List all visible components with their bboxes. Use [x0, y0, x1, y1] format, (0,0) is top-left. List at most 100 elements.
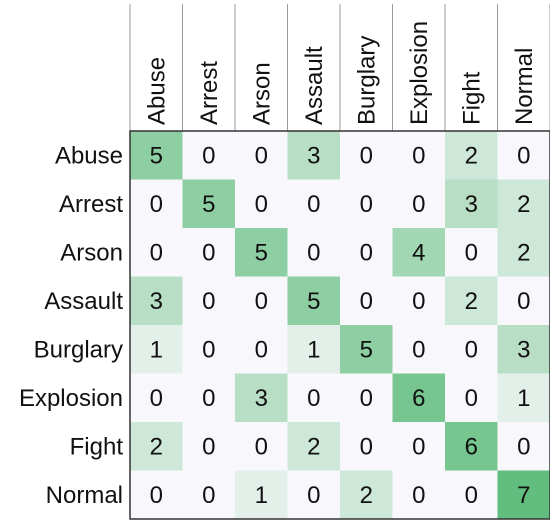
cell-abuse-explosion — [392, 131, 446, 180]
row-label-abuse: Abuse — [55, 142, 123, 169]
cell-arson-explosion — [392, 228, 446, 277]
cell-burglary-arson — [235, 325, 288, 374]
cell-value-arson-arson: 5 — [255, 239, 268, 266]
cell-abuse-burglary — [340, 131, 393, 180]
cell-value-abuse-normal: 0 — [517, 142, 530, 169]
cell-value-explosion-normal: 1 — [517, 385, 530, 412]
cell-value-arson-arrest: 0 — [202, 239, 215, 266]
cell-burglary-abuse — [130, 325, 183, 374]
column-label-arrest: Arrest — [196, 61, 223, 125]
cell-explosion-normal — [497, 373, 550, 423]
cell-explosion-fight — [445, 373, 498, 423]
cell-assault-arrest — [182, 276, 236, 326]
cell-value-assault-arson: 0 — [255, 288, 268, 315]
column-labels: Abuse Arrest Arson Assault Burglary Explosion… — [129, 4, 550, 131]
matrix-border — [129, 130, 550, 520]
cell-fight-explosion — [392, 422, 446, 471]
cell-abuse-assault — [287, 131, 341, 180]
cell-value-assault-explosion: 0 — [412, 288, 425, 315]
cell-value-normal-assault: 0 — [307, 482, 320, 509]
cell-arson-assault — [287, 228, 341, 277]
cell-value-arrest-abuse: 0 — [150, 191, 163, 218]
row-label-assault: Assault — [44, 288, 123, 315]
cell-assault-normal — [497, 276, 550, 326]
cell-value-arson-assault: 0 — [307, 239, 320, 266]
cell-arson-abuse — [130, 228, 183, 277]
cell-assault-explosion — [392, 276, 446, 326]
cell-value-arson-normal: 2 — [517, 239, 530, 266]
cell-value-normal-explosion: 0 — [412, 482, 425, 509]
cell-fight-abuse — [130, 422, 183, 471]
row-label-arson: Arson — [60, 239, 123, 266]
cell-assault-assault — [287, 276, 341, 326]
row-label-fight: Fight — [70, 433, 124, 460]
cell-value-fight-explosion: 0 — [412, 433, 425, 460]
cell-burglary-burglary — [340, 325, 393, 374]
cell-value-explosion-arson: 3 — [255, 385, 268, 412]
cell-value-abuse-arson: 0 — [255, 142, 268, 169]
cell-value-arrest-burglary: 0 — [360, 191, 373, 218]
cell-assault-burglary — [340, 276, 393, 326]
column-label-abuse: Abuse — [143, 57, 170, 125]
cell-burglary-assault — [287, 325, 341, 374]
cell-normal-burglary — [340, 470, 393, 520]
cell-abuse-normal — [497, 131, 550, 180]
cell-value-arrest-explosion: 0 — [412, 191, 425, 218]
cell-value-burglary-fight: 0 — [465, 336, 478, 363]
cell-value-abuse-explosion: 0 — [412, 142, 425, 169]
cell-value-assault-fight: 2 — [465, 288, 478, 315]
column-label-fight: Fight — [458, 71, 485, 125]
cell-burglary-fight — [445, 325, 498, 374]
cell-normal-arson — [235, 470, 288, 520]
cell-fight-arson — [235, 422, 288, 471]
cell-arson-normal — [497, 228, 550, 277]
cell-value-normal-arson: 1 — [255, 482, 268, 509]
cell-assault-arson — [235, 276, 288, 326]
cell-value-burglary-arrest: 0 — [202, 336, 215, 363]
cell-abuse-arson — [235, 131, 288, 180]
cell-explosion-explosion — [392, 373, 446, 423]
cell-value-explosion-fight: 0 — [465, 385, 478, 412]
cell-value-assault-assault: 5 — [307, 288, 320, 315]
cell-value-explosion-arrest: 0 — [202, 385, 215, 412]
cell-value-arson-fight: 0 — [465, 239, 478, 266]
cell-explosion-arson — [235, 373, 288, 423]
heatmap-cells: 5 0 0 3 0 0 2 0 0 5 0 0 0 0 3 2 0 0 5 0 0 4 0 2 3 0 0 5 0 0 2 0 1 0 0 1 5 0 0 3… — [130, 131, 550, 520]
cell-fight-arrest — [182, 422, 236, 471]
cell-arrest-assault — [287, 179, 341, 229]
cell-normal-normal — [497, 470, 550, 520]
cell-arson-arrest — [182, 228, 236, 277]
cell-value-arrest-fight: 3 — [465, 191, 478, 218]
cell-assault-abuse — [130, 276, 183, 326]
cell-value-abuse-assault: 3 — [307, 142, 320, 169]
cell-explosion-abuse — [130, 373, 183, 423]
cell-explosion-burglary — [340, 373, 393, 423]
cell-arrest-fight — [445, 179, 498, 229]
row-labels: Abuse Arrest Arson Assault Burglary Explosion… — [19, 142, 123, 509]
cell-arson-fight — [445, 228, 498, 277]
cell-fight-assault — [287, 422, 341, 471]
cell-value-explosion-assault: 0 — [307, 385, 320, 412]
cell-abuse-fight — [445, 131, 498, 180]
cell-value-burglary-arson: 0 — [255, 336, 268, 363]
cell-value-abuse-burglary: 0 — [360, 142, 373, 169]
cell-arson-arson — [235, 228, 288, 277]
cell-value-arrest-assault: 0 — [307, 191, 320, 218]
cell-arrest-normal — [497, 179, 550, 229]
cell-value-assault-burglary: 0 — [360, 288, 373, 315]
cell-value-normal-fight: 0 — [465, 482, 478, 509]
cell-assault-fight — [445, 276, 498, 326]
row-label-burglary: Burglary — [34, 336, 123, 363]
row-label-arrest: Arrest — [59, 191, 123, 218]
cell-fight-burglary — [340, 422, 393, 471]
cell-value-assault-arrest: 0 — [202, 288, 215, 315]
cell-value-explosion-explosion: 6 — [412, 385, 425, 412]
column-label-assault: Assault — [301, 46, 328, 125]
cell-value-explosion-abuse: 0 — [150, 385, 163, 412]
column-label-explosion: Explosion — [406, 21, 433, 125]
cell-value-normal-burglary: 2 — [360, 482, 373, 509]
cell-value-fight-arson: 0 — [255, 433, 268, 460]
cell-value-burglary-assault: 1 — [307, 336, 320, 363]
cell-arrest-abuse — [130, 179, 183, 229]
row-label-explosion: Explosion — [19, 385, 123, 412]
